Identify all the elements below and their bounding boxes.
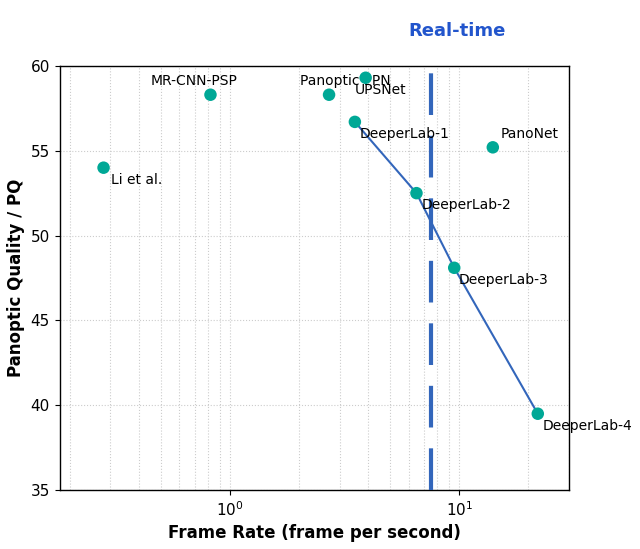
Text: DeeperLab-4: DeeperLab-4 <box>543 419 632 433</box>
Point <box>412 189 422 198</box>
X-axis label: Frame Rate (frame per second): Frame Rate (frame per second) <box>168 524 461 542</box>
Text: Panoptic FPN: Panoptic FPN <box>300 74 391 88</box>
Y-axis label: Panoptic Quality / PQ: Panoptic Quality / PQ <box>7 179 25 377</box>
Point <box>324 91 334 99</box>
Text: DeeperLab-2: DeeperLab-2 <box>421 198 511 212</box>
Text: DeeperLab-1: DeeperLab-1 <box>360 127 450 141</box>
Text: Real-time: Real-time <box>408 23 506 41</box>
Text: Li et al.: Li et al. <box>111 173 163 187</box>
Text: MR-CNN-PSP: MR-CNN-PSP <box>151 74 238 88</box>
Text: DeeperLab-3: DeeperLab-3 <box>459 273 549 287</box>
Point <box>349 117 360 126</box>
Point <box>99 163 109 172</box>
Point <box>360 74 371 82</box>
Point <box>488 143 498 152</box>
Point <box>205 91 216 99</box>
Text: PanoNet: PanoNet <box>500 126 559 141</box>
Text: UPSNet: UPSNet <box>355 83 407 97</box>
Point <box>449 264 460 272</box>
Point <box>532 410 543 418</box>
